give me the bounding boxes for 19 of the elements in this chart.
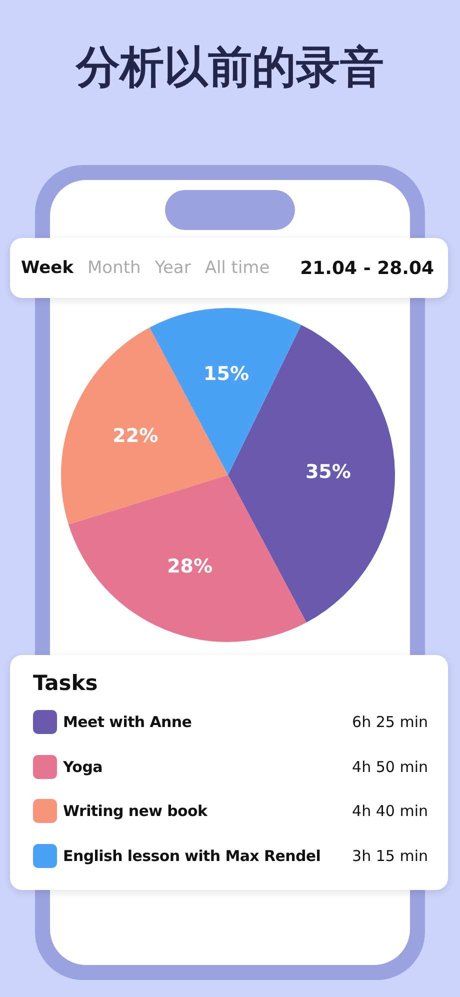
text: Month [88,258,141,278]
legend-label: Meet with Anne [63,713,192,731]
data-label: 22% [112,424,158,447]
text: 4h 40 min [352,802,428,820]
text: 4h 50 min [352,758,428,776]
text: All time [204,258,270,278]
text: 21.04 - 28.04 [300,258,434,278]
data-label: 15% [204,362,249,385]
chart-title: 分析以前的录音 [74,41,385,95]
text: 3h 15 min [352,846,428,864]
legend-label: Yoga [63,758,102,776]
text: Week [21,258,74,278]
text: Year [154,258,191,278]
data-label: 28% [167,556,213,578]
data-label: 35% [305,461,351,484]
legend-label: English lesson with Max Rendel [63,846,321,864]
legend-title: Tasks [33,671,98,695]
text: 6h 25 min [352,713,428,731]
legend-label: Writing new book [63,802,208,820]
